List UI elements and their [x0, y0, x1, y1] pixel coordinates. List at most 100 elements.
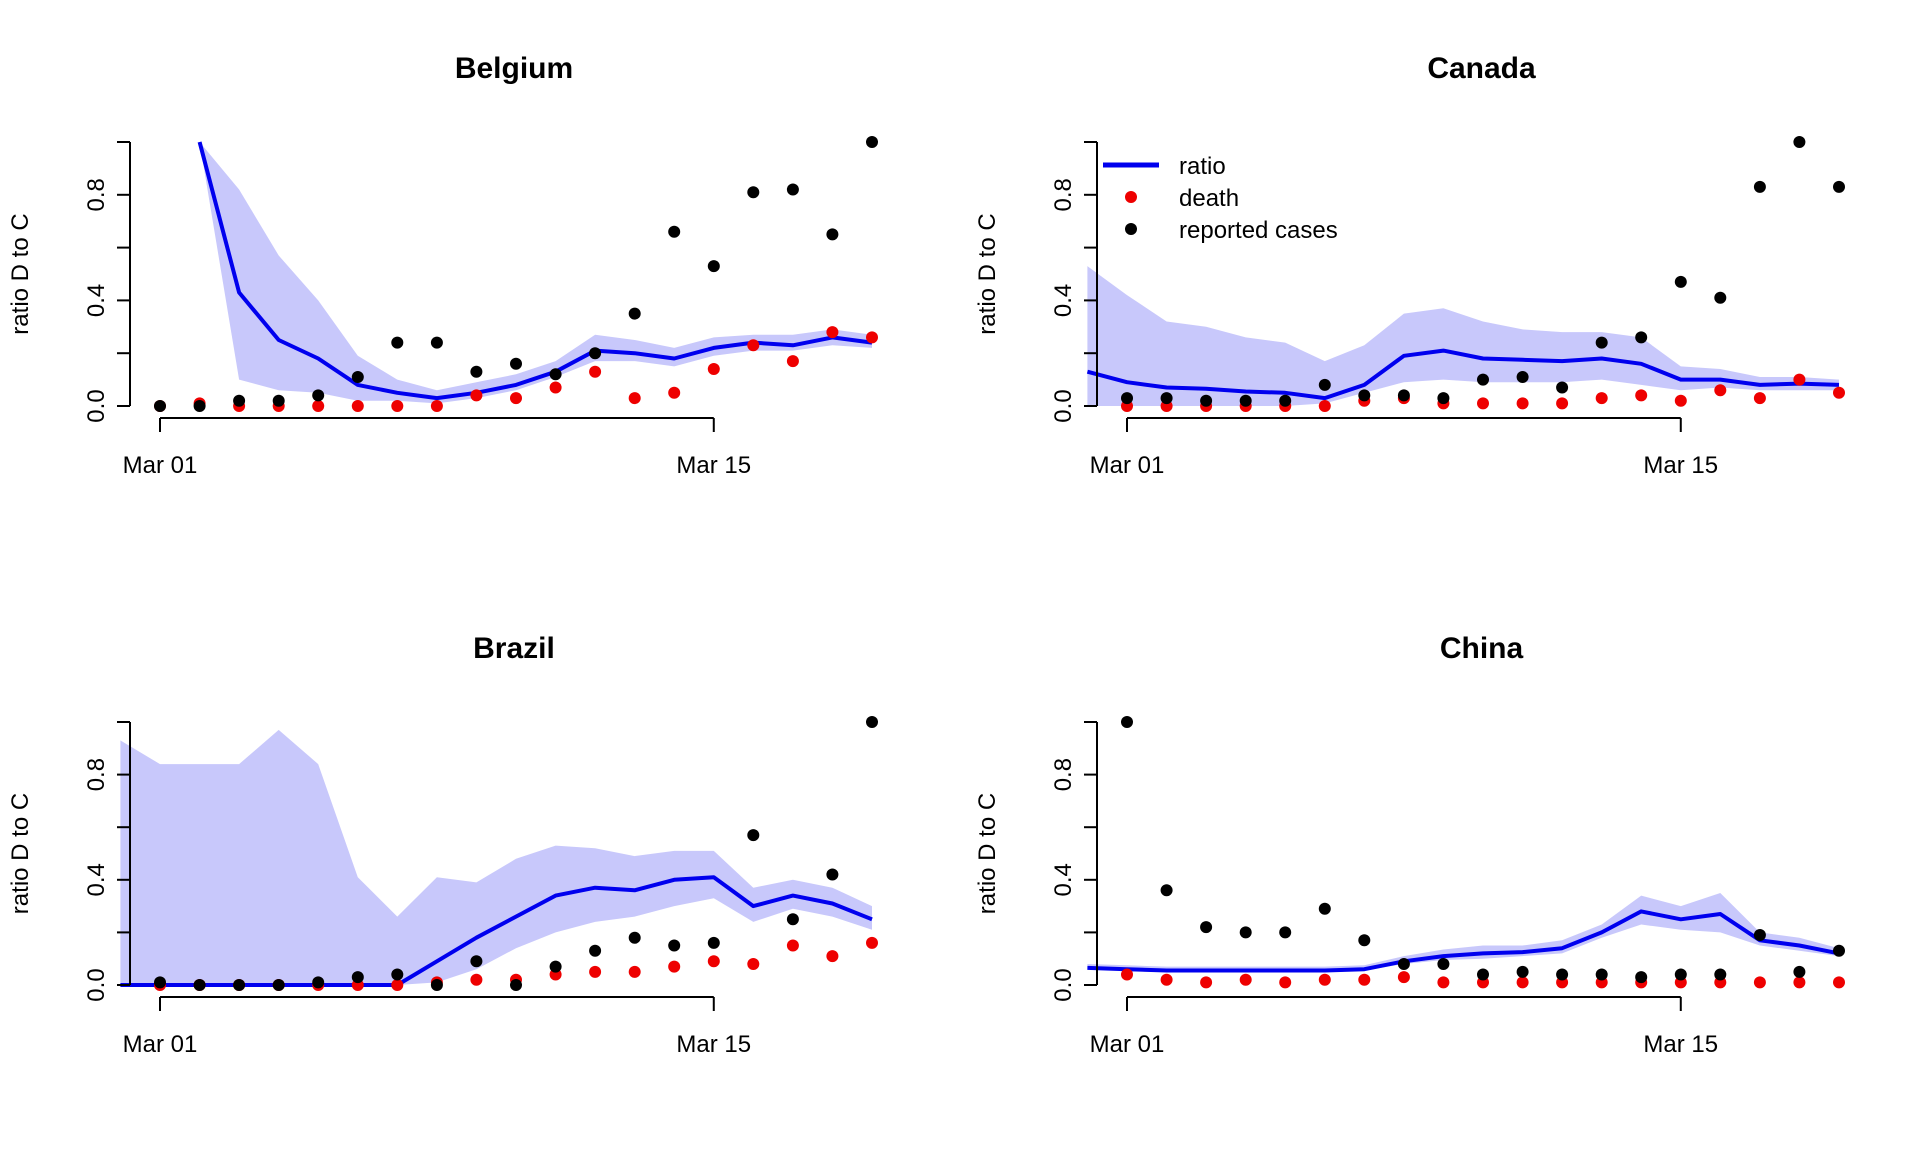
death-point: [312, 400, 325, 412]
reported-cases-point: [589, 347, 602, 360]
reported-cases-point: [1160, 884, 1173, 897]
reported-cases-point: [1516, 965, 1529, 978]
death-point: [589, 965, 602, 978]
reported-cases-point: [510, 357, 522, 370]
death-point: [1674, 394, 1687, 407]
x-tick-label: Mar 01: [1090, 1031, 1165, 1058]
reported-cases-point: [707, 936, 720, 949]
reported-cases-point: [826, 228, 839, 241]
death-point: [1318, 973, 1331, 986]
reported-cases-point: [668, 939, 681, 952]
y-tick-label: 0.8: [83, 758, 110, 791]
death-point: [1477, 397, 1489, 410]
reported-cases-point: [1674, 968, 1687, 981]
death-point: [747, 339, 760, 352]
death-point: [351, 400, 364, 412]
y-axis-label: ratio D to C: [7, 213, 34, 334]
reported-cases-point: [193, 979, 206, 991]
reported-cases-point: [351, 371, 364, 383]
death-point: [510, 392, 522, 405]
reported-cases-point: [1793, 136, 1806, 148]
reported-cases-point: [1160, 392, 1173, 405]
reported-cases-point: [1714, 291, 1727, 304]
y-tick-label: 0.0: [1050, 968, 1077, 1001]
reported-cases-point: [1833, 180, 1845, 193]
death-point: [628, 965, 641, 978]
death-point: [1516, 976, 1529, 989]
death-point: [707, 363, 720, 375]
x-tick-label: Mar 01: [123, 452, 198, 479]
reported-cases-point: [747, 829, 760, 842]
reported-cases-point: [430, 979, 443, 991]
death-point: [786, 355, 799, 368]
ratio-interval-band: [1087, 266, 1839, 406]
death-point: [1556, 397, 1569, 410]
reported-cases-point: [707, 260, 720, 273]
reported-cases-point: [312, 389, 325, 402]
ratio-line: [1086, 348, 1840, 401]
death-point: [628, 392, 641, 405]
reported-cases-point: [628, 307, 641, 320]
y-tick-label: 0.0: [83, 389, 110, 422]
death-point: [549, 381, 562, 394]
reported-cases-point: [866, 136, 878, 148]
legend-label: ratio: [1179, 153, 1226, 180]
legend-point-swatch: [1125, 191, 1137, 203]
ratio-interval-band: [120, 729, 872, 985]
chart-panel-belgium: Belgium 0.0 0.4 0.8 ratio D to C Mar 01 Mar 15: [7, 52, 878, 479]
death-point: [470, 973, 483, 986]
death-point: [1279, 976, 1292, 989]
reported-cases-point: [1121, 716, 1133, 728]
reported-cases-point: [233, 394, 246, 407]
death-point: [786, 939, 799, 952]
y-tick-label: 0.0: [1050, 389, 1077, 422]
y-axis-label: ratio D to C: [974, 793, 1001, 914]
reported-cases-point: [1674, 275, 1687, 288]
reported-cases-point: [312, 976, 325, 989]
reported-cases-point: [1516, 371, 1529, 383]
reported-cases-point: [470, 955, 483, 968]
reported-cases-point: [826, 868, 839, 881]
ratio-interval-band: [1087, 893, 1839, 972]
ratio-line: [197, 141, 873, 401]
ratio-line: [1087, 909, 1840, 973]
legend-point-swatch: [1125, 223, 1137, 235]
reported-cases-point: [470, 365, 483, 378]
reported-cases-point: [549, 960, 562, 973]
reported-cases-point: [1556, 968, 1569, 981]
reported-cases-point: [1437, 392, 1450, 405]
reported-cases-point: [391, 336, 404, 349]
reported-cases-point: [430, 336, 443, 349]
death-point: [1595, 392, 1608, 405]
reported-cases-point: [1397, 958, 1410, 970]
chart-title: Canada: [1427, 52, 1536, 85]
reported-cases-point: [1200, 394, 1213, 407]
reported-cases-point: [1279, 394, 1292, 407]
reported-cases-point: [1595, 968, 1608, 981]
death-point: [1793, 976, 1806, 989]
reported-cases-point: [510, 979, 522, 991]
reported-cases-point: [1477, 968, 1489, 981]
y-tick-label: 0.8: [1050, 758, 1077, 791]
reported-cases-point: [1239, 926, 1252, 939]
death-point: [1833, 976, 1845, 989]
y-tick-label: 0.4: [83, 284, 110, 317]
ratio-line: [120, 875, 873, 987]
reported-cases-point: [1635, 971, 1648, 984]
reported-cases-point: [1477, 373, 1489, 386]
death-point: [668, 960, 681, 973]
death-point: [470, 389, 483, 402]
x-tick-label: Mar 15: [676, 1031, 751, 1058]
death-point: [1753, 976, 1766, 989]
reported-cases-point: [866, 716, 878, 728]
death-point: [1437, 976, 1450, 989]
y-axis-label: ratio D to C: [7, 793, 34, 914]
death-point: [1635, 389, 1648, 402]
x-tick-label: Mar 01: [1090, 452, 1165, 479]
reported-cases-point: [1279, 926, 1292, 939]
death-point: [1239, 973, 1252, 986]
death-point: [1516, 397, 1529, 410]
chart-title: China: [1440, 632, 1524, 665]
chart-title: Belgium: [455, 52, 573, 85]
